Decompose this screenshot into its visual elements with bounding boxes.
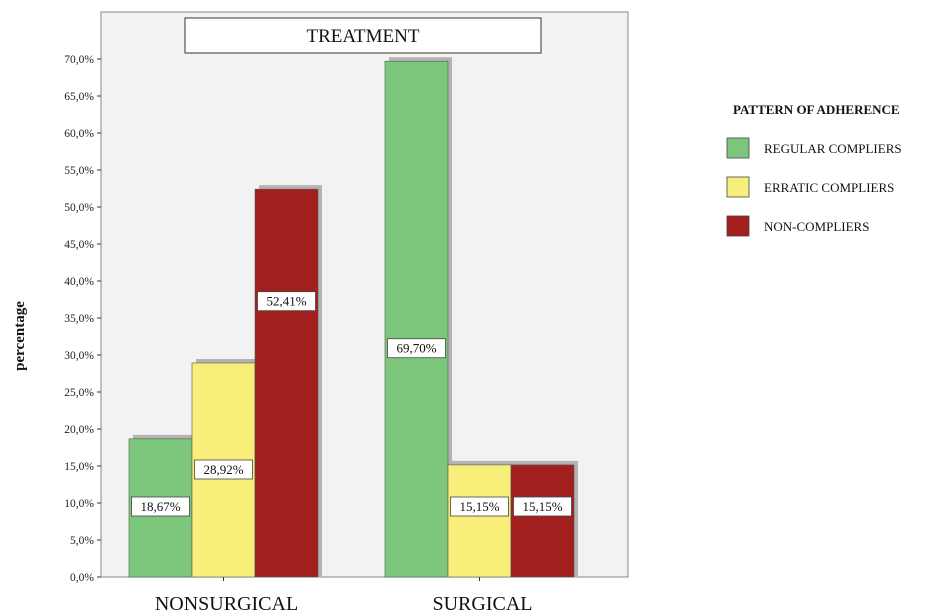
legend-swatch: [726, 215, 750, 237]
data-label: 18,67%: [140, 499, 180, 514]
data-label-box: [513, 496, 572, 517]
legend-swatch: [726, 137, 750, 159]
y-tick-label: 15,0%: [64, 461, 94, 473]
y-tick-label: 35,0%: [64, 313, 94, 325]
bar: [384, 60, 449, 578]
data-label-box: [387, 338, 446, 359]
y-tick-label: 0,0%: [70, 572, 94, 584]
bar: [254, 188, 319, 578]
y-tick-label: 55,0%: [64, 165, 94, 177]
y-tick-label: 25,0%: [64, 387, 94, 399]
data-label-box: [131, 496, 190, 517]
data-label-box: [257, 291, 316, 312]
legend-item-label: ERRATIC COMPLIERS: [764, 180, 894, 195]
legend: PATTERN OF ADHERENCE REGULAR COMPLIERS ER…: [726, 102, 902, 237]
x-category-label: SURGICAL: [432, 593, 532, 615]
data-label-box: [194, 459, 253, 480]
y-tick-label: 50,0%: [64, 202, 94, 214]
chart-title: TREATMENT: [307, 26, 420, 47]
data-label: 28,92%: [203, 462, 243, 477]
y-tick-label: 40,0%: [64, 276, 94, 288]
y-tick-label: 60,0%: [64, 128, 94, 140]
y-tick-label: 20,0%: [64, 424, 94, 436]
x-category-label: NONSURGICAL: [155, 593, 298, 615]
y-tick-label: 70,0%: [64, 54, 94, 66]
x-axis: NONSURGICAL SURGICAL: [155, 577, 533, 615]
data-label: 69,70%: [396, 341, 436, 356]
y-axis: 0,0% 5,0% 10,0% 15,0% 20,0% 25,0% 30,0% 35,0% 40…: [64, 54, 101, 584]
legend-item-label: REGULAR COMPLIERS: [764, 141, 902, 156]
y-axis-label: percentage: [12, 301, 28, 371]
legend-item-label: NON-COMPLIERS: [764, 219, 869, 234]
data-label: 52,41%: [266, 294, 306, 309]
legend-title: PATTERN OF ADHERENCE: [733, 102, 900, 117]
chart-title-box: TREATMENT: [184, 17, 542, 54]
legend-swatch: [726, 176, 750, 198]
data-label: 15,15%: [522, 499, 562, 514]
y-tick-label: 65,0%: [64, 91, 94, 103]
y-tick-label: 5,0%: [70, 535, 94, 547]
bar: [510, 464, 575, 578]
y-tick-label: 45,0%: [64, 239, 94, 251]
y-tick-label: 10,0%: [64, 498, 94, 510]
bar: [447, 464, 512, 578]
bars-layer: 18,67% 69,70% 28,92% 15,15% 52,41% 15,15%: [128, 57, 578, 578]
data-label: 15,15%: [459, 499, 499, 514]
y-tick-label: 30,0%: [64, 350, 94, 362]
data-label-box: [450, 496, 509, 517]
